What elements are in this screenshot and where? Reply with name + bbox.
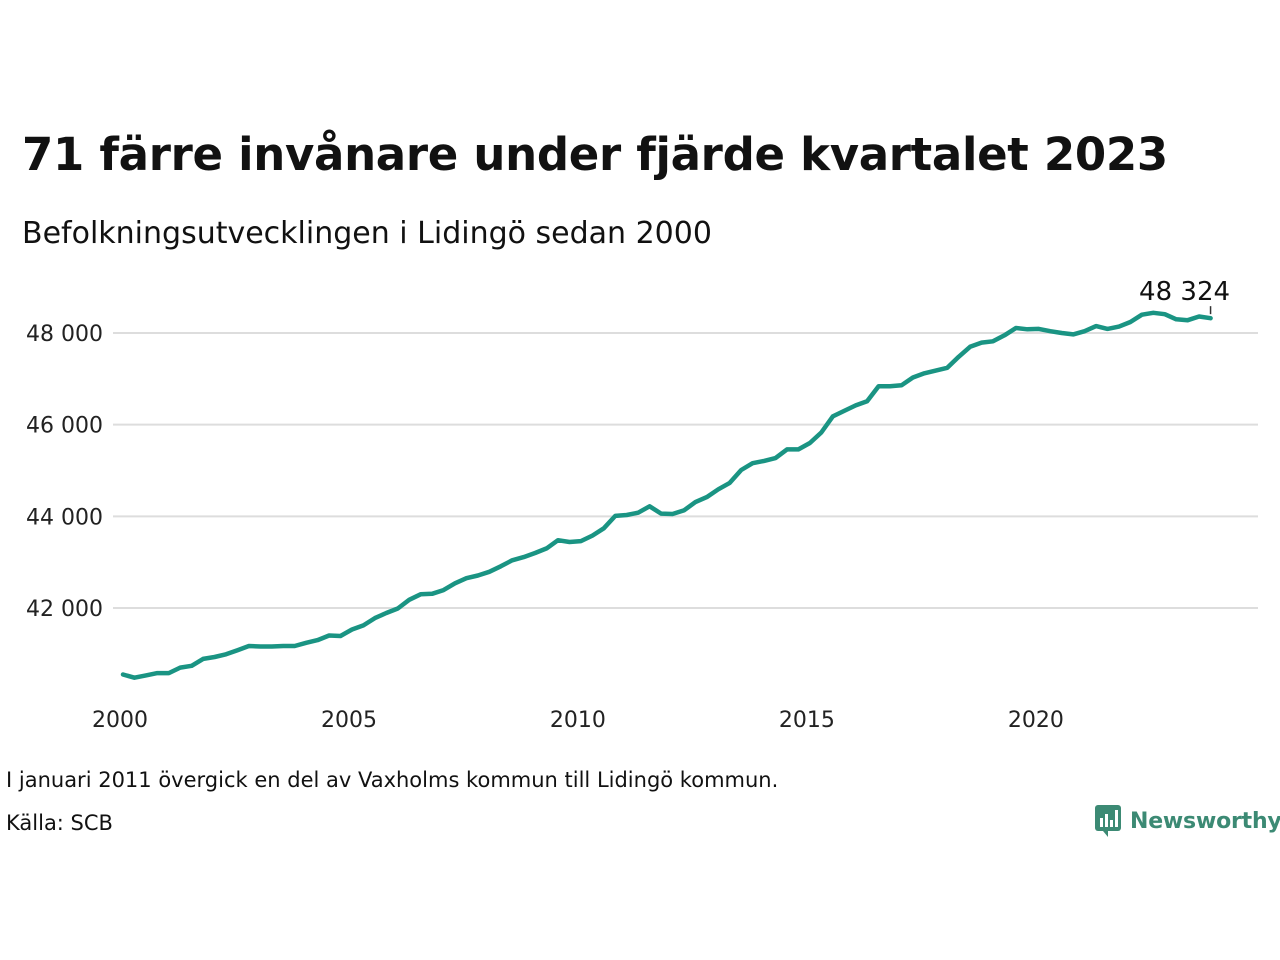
x-axis-tick-labels: 2000 2005 2010 2015 2020 — [92, 708, 1064, 733]
line-chart: 42 000 44 000 46 000 48 000 2000 2005 2010 201… — [26, 277, 1258, 733]
x-tick-label: 2010 — [550, 708, 606, 733]
brand-name: Newsworthy — [1130, 808, 1280, 834]
source-label: Källa: SCB — [6, 811, 113, 835]
x-tick-label: 2015 — [779, 708, 835, 733]
x-tick-label: 2000 — [92, 708, 148, 733]
y-axis-tick-labels: 42 000 44 000 46 000 48 000 — [26, 322, 103, 622]
end-value-label: 48 324 — [1139, 277, 1230, 307]
chart-subtitle: Befolkningsutvecklingen i Lidingö sedan … — [22, 216, 712, 251]
bar-chart-speech-bubble-icon — [1095, 805, 1121, 837]
population-line — [120, 310, 1213, 680]
y-tick-label: 46 000 — [26, 414, 103, 439]
y-tick-label: 48 000 — [26, 322, 103, 347]
gridlines — [113, 332, 1258, 609]
x-tick-label: 2005 — [321, 708, 377, 733]
newsworthy-logo: Newsworthy — [1094, 804, 1280, 838]
footnote: I januari 2011 övergick en del av Vaxhol… — [6, 768, 779, 792]
y-tick-label: 42 000 — [26, 597, 103, 622]
x-tick-label: 2020 — [1008, 708, 1064, 733]
y-tick-label: 44 000 — [26, 505, 103, 530]
chart-title: 71 färre invånare under fjärde kvartalet… — [22, 128, 1168, 181]
